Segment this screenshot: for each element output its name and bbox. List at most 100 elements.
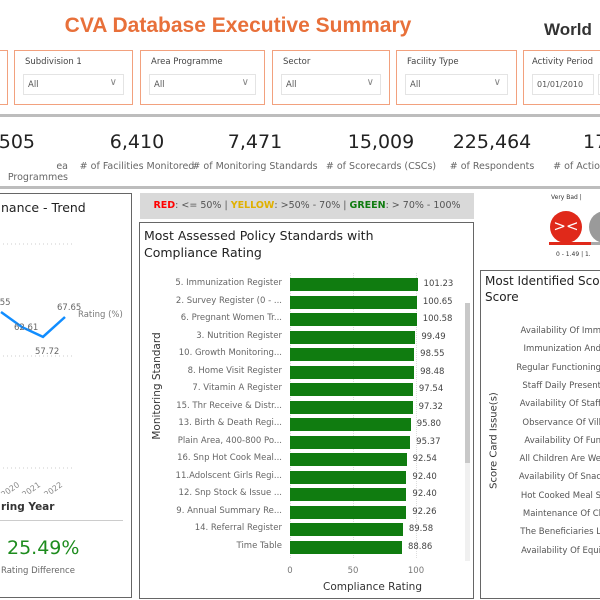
bar[interactable] — [290, 313, 417, 326]
filter-area-programme[interactable]: Area Programme All ∨ — [140, 50, 265, 105]
value-label: 92.26 — [412, 506, 437, 517]
scorecard-item: Staff Daily Present — [522, 380, 600, 391]
bar[interactable] — [290, 488, 407, 501]
value-label: 101.23 — [423, 279, 454, 289]
legend-sep: | — [340, 200, 350, 211]
legend-sep: | — [221, 200, 231, 211]
page-title: CVA Database Executive Summary — [64, 14, 412, 37]
bar[interactable] — [290, 523, 403, 536]
scorecard-item: Observance Of Vill — [522, 417, 600, 428]
series-label: Rating (%) — [78, 310, 123, 320]
data-label: 67.65 — [57, 303, 81, 313]
legend-yellow: YELLOW — [230, 200, 275, 211]
kpi-value: 225,464 — [452, 131, 532, 153]
bar[interactable] — [290, 418, 411, 431]
category-label: 6. Pregnant Women Tr... — [180, 313, 282, 323]
dropdown-value: All — [28, 80, 39, 90]
bar[interactable] — [290, 505, 407, 519]
category-label: 11.Adolscent Girls Regi... — [175, 470, 282, 481]
chart-title: Most Identified Sco — [485, 274, 600, 288]
legend-yellow-text: : >50% - 70% — [274, 200, 341, 211]
divider — [0, 114, 600, 117]
chevron-down-icon: ∨ — [241, 77, 249, 88]
x-axis-title: ring Year — [1, 501, 55, 513]
category-label: 5. Immunization Register — [175, 278, 282, 288]
area-programme-dropdown[interactable]: All ∨ — [149, 74, 256, 95]
sector-dropdown[interactable]: All ∨ — [281, 74, 381, 95]
bar[interactable] — [290, 365, 415, 379]
filter-label: Subdivision 1 — [25, 57, 82, 67]
kpi-label: # of Respondents — [449, 161, 535, 172]
kpi-value: 505 — [0, 131, 35, 153]
facility-type-dropdown[interactable]: All ∨ — [405, 74, 508, 95]
world-vision-logo: World — [544, 20, 592, 39]
filter-subdivision-1[interactable]: Subdivision 1 All ∨ — [14, 50, 133, 105]
legend-green-text: : > 70% - 100% — [385, 200, 461, 211]
bar[interactable] — [290, 330, 416, 344]
category-label: 8. Home Visit Register — [187, 365, 282, 376]
legend-green: GREEN — [349, 200, 386, 211]
filter-activity-period[interactable]: Activity Period 01/01/2010 — [523, 50, 600, 105]
value-label: 95.37 — [416, 436, 441, 447]
bar[interactable] — [290, 400, 413, 414]
value-label: 95.80 — [416, 419, 442, 429]
kpi-label: ea Programmes — [7, 161, 68, 183]
policy-standards-chart: Most Assessed Policy Standards with Comp… — [139, 222, 474, 599]
data-label: .55 — [0, 298, 11, 308]
scorecard-issues-chart: Most Identified Sco Score Score Card Iss… — [480, 270, 600, 599]
chevron-down-icon: ∨ — [493, 77, 501, 88]
category-label: 3. Nutrition Register — [196, 330, 282, 341]
filter-label: Facility Type — [407, 57, 459, 67]
bar[interactable] — [290, 470, 407, 484]
divider — [0, 520, 123, 521]
filter-sector[interactable]: Sector All ∨ — [272, 50, 390, 105]
value-label: 98.48 — [420, 366, 445, 377]
trend-title: nance - Trend — [1, 200, 86, 215]
x-tick-label: 2021 — [20, 480, 42, 494]
scorecard-item: Availability Of Imm — [520, 326, 600, 336]
kpi-label: # of Monitoring Standards — [192, 161, 318, 172]
bad-face-icon — [589, 211, 600, 243]
chart-title-line2: Score — [485, 290, 519, 304]
value-label: 100.58 — [422, 314, 453, 324]
filter-facility-type[interactable]: Facility Type All ∨ — [396, 50, 517, 105]
kpi-value: 7,471 — [227, 131, 283, 153]
bar[interactable] — [290, 348, 415, 361]
filter-label: Area Programme — [151, 57, 223, 67]
red-range-bar — [549, 242, 591, 245]
kpi-value: 6,410 — [109, 131, 165, 153]
scorecard-item: The Beneficiaries L — [520, 527, 600, 538]
scorecard-list: Availability Of Imm Immunization And Regul… — [481, 271, 600, 598]
category-label: 10. Growth Monitoring... — [178, 348, 282, 358]
filter-partial[interactable] — [0, 50, 8, 105]
end-date-input[interactable] — [598, 74, 600, 95]
legend-red: RED — [153, 200, 176, 211]
dropdown-value: All — [286, 80, 297, 90]
sentiment-range: 0 - 1.49 | 1. — [556, 251, 591, 258]
chart-title: Most Assessed Policy Standards with Comp… — [144, 228, 374, 260]
category-label: Plain Area, 400-800 Po... — [177, 435, 282, 446]
bar[interactable] — [290, 295, 417, 309]
value-label: 97.32 — [418, 401, 443, 412]
scorecard-item: Availability Of Fun — [524, 435, 600, 446]
chevron-down-icon: ∨ — [109, 77, 117, 88]
bar[interactable] — [290, 453, 407, 466]
value-label: 89.58 — [408, 524, 434, 534]
bar[interactable] — [290, 278, 418, 291]
scorecard-item: Availability Of Equi — [521, 545, 600, 556]
rating-difference-label: Rating Difference — [1, 566, 75, 576]
gray-range-bar — [591, 242, 600, 245]
bar[interactable] — [290, 435, 411, 449]
bar[interactable] — [290, 540, 402, 554]
subdivision-dropdown[interactable]: All ∨ — [23, 74, 124, 95]
scorecard-item: Maintenance Of Cl — [522, 509, 600, 519]
bar[interactable] — [290, 383, 413, 396]
data-label: 57.72 — [35, 347, 59, 357]
trend-line — [0, 310, 66, 339]
start-date-input[interactable]: 01/01/2010 — [532, 74, 594, 95]
category-label: Time Table — [236, 540, 282, 551]
gridline — [353, 273, 354, 558]
chevron-down-icon: ∨ — [366, 77, 374, 88]
very-bad-face-icon: >< — [550, 211, 582, 243]
scrollbar-thumb[interactable] — [465, 303, 470, 463]
